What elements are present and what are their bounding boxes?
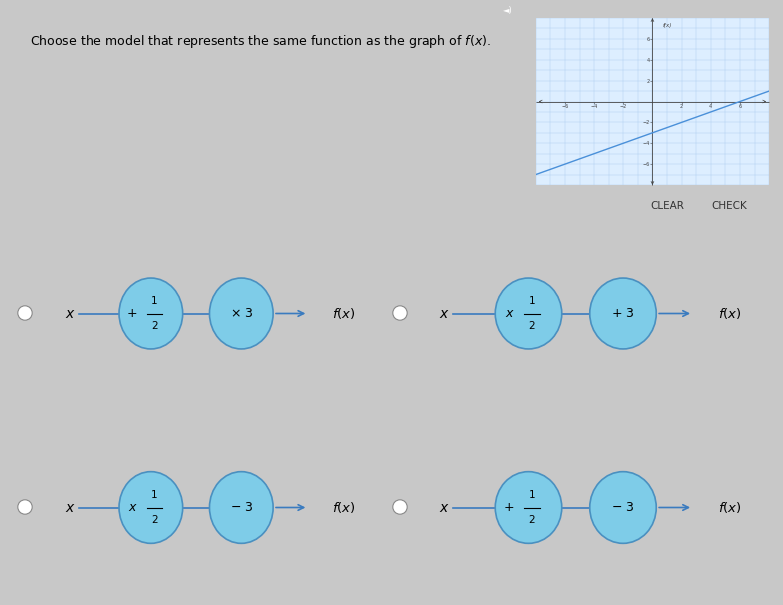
- Ellipse shape: [119, 472, 182, 543]
- Text: +: +: [504, 501, 514, 514]
- Text: $f(x)$: $f(x)$: [717, 306, 742, 321]
- Text: f(x): f(x): [662, 23, 672, 28]
- Text: 2: 2: [151, 515, 157, 526]
- Text: $x$: $x$: [65, 307, 76, 321]
- Circle shape: [393, 306, 407, 320]
- Ellipse shape: [119, 278, 182, 349]
- Text: ◄): ◄): [503, 5, 513, 15]
- Ellipse shape: [590, 472, 656, 543]
- Text: $x$: $x$: [439, 307, 450, 321]
- Ellipse shape: [496, 278, 561, 349]
- Text: $-$ 3: $-$ 3: [612, 501, 635, 514]
- Text: 2: 2: [151, 321, 157, 332]
- Text: $f(x)$: $f(x)$: [717, 500, 742, 515]
- Text: 1: 1: [529, 296, 536, 306]
- Text: Choose the model that represents the same function as the graph of $f(x)$.: Choose the model that represents the sam…: [30, 33, 490, 50]
- Text: 2: 2: [529, 321, 536, 332]
- Text: $-$ 3: $-$ 3: [229, 501, 253, 514]
- Text: $x$: $x$: [65, 500, 76, 514]
- Ellipse shape: [590, 278, 656, 349]
- Ellipse shape: [210, 278, 273, 349]
- Text: $f(x)$: $f(x)$: [332, 306, 355, 321]
- Circle shape: [393, 500, 407, 514]
- Ellipse shape: [210, 472, 273, 543]
- Text: CHECK: CHECK: [712, 201, 748, 211]
- Text: $+$ 3: $+$ 3: [612, 307, 635, 320]
- Text: x: x: [506, 307, 513, 320]
- Text: CLEAR: CLEAR: [651, 201, 684, 211]
- Circle shape: [18, 500, 32, 514]
- Text: $\times$ 3: $\times$ 3: [229, 307, 253, 320]
- Text: $x$: $x$: [439, 500, 450, 514]
- Circle shape: [18, 306, 32, 320]
- Text: 1: 1: [151, 489, 157, 500]
- Text: 2: 2: [529, 515, 536, 526]
- Text: x: x: [128, 501, 136, 514]
- Text: +: +: [127, 307, 138, 320]
- Text: 1: 1: [529, 489, 536, 500]
- Text: 1: 1: [151, 296, 157, 306]
- Ellipse shape: [496, 472, 561, 543]
- Text: $f(x)$: $f(x)$: [332, 500, 355, 515]
